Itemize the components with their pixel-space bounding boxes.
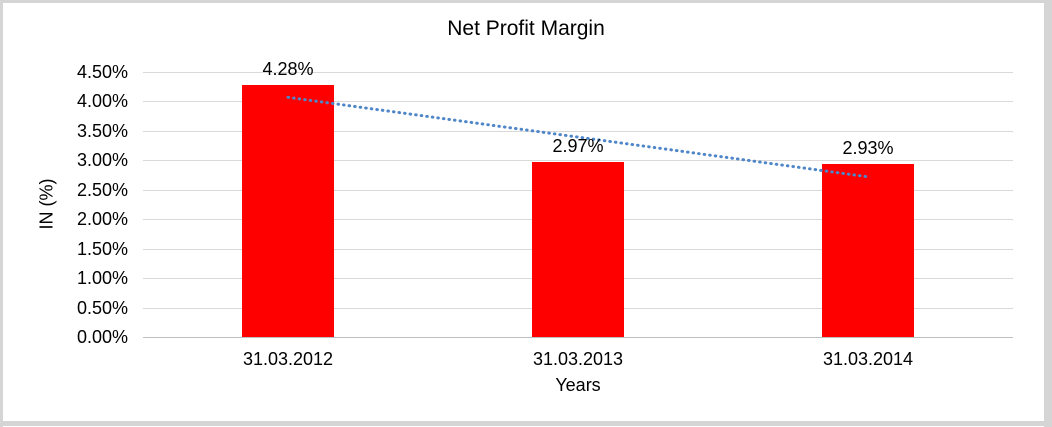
bar-data-label: 2.97%: [552, 136, 604, 157]
frame-border-right: [1044, 0, 1052, 427]
bar-31.03.2013[interactable]: [532, 162, 624, 337]
x-tick-label: 31.03.2012: [242, 349, 334, 369]
gridline: [143, 130, 1013, 132]
bar-31.03.2014[interactable]: [822, 164, 914, 337]
frame-border-left: [0, 0, 3, 427]
y-tick-label: 0.00%: [76, 327, 128, 347]
y-tick-label: 1.00%: [76, 268, 128, 289]
x-tick-label: 31.03.2013: [532, 349, 624, 369]
y-tick-label: 4.50%: [76, 62, 128, 82]
gridline: [143, 72, 1013, 73]
x-tick-label: 31.03.2014: [822, 349, 914, 369]
y-tick-label: 1.50%: [76, 238, 128, 259]
gridline: [143, 101, 1013, 103]
y-tick-label: 2.50%: [76, 179, 128, 200]
trendline[interactable]: [286, 95, 870, 179]
y-tick-label: 4.00%: [76, 91, 128, 112]
bar-data-label: 2.93%: [842, 138, 894, 159]
y-tick-label: 0.50%: [76, 297, 128, 318]
y-tick-label: 3.50%: [76, 120, 128, 141]
x-axis-title: Years: [555, 375, 601, 395]
bar-data-label: 4.28%: [262, 58, 314, 79]
trendline-layer: [286, 95, 870, 179]
y-tick-label: 2.00%: [76, 209, 128, 230]
gridline: [143, 160, 1013, 162]
y-tick-label: 3.00%: [76, 150, 128, 171]
frame-border-bottom: [0, 421, 1052, 426]
chart-title: Net Profit Margin: [447, 17, 605, 40]
x-axis-line: [143, 337, 1013, 338]
plot-area: [143, 72, 1013, 338]
frame-border-top: [0, 0, 1052, 3]
bar-31.03.2012[interactable]: [242, 84, 334, 337]
